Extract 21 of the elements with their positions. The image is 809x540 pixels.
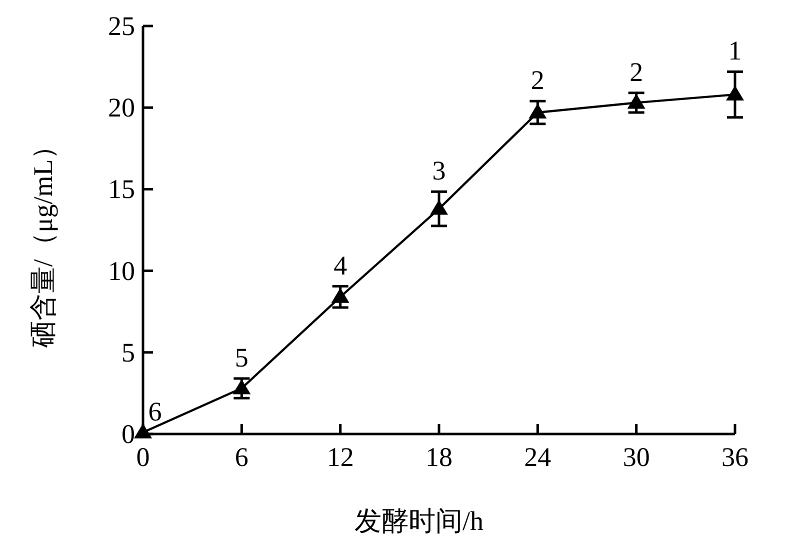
y-tick-label: 10	[108, 256, 135, 286]
x-tick-label: 6	[234, 442, 248, 472]
y-tick-label: 20	[108, 92, 135, 123]
y-tick-label: 15	[108, 174, 135, 204]
y-tick-label: 25	[108, 11, 135, 41]
annotation: 6	[148, 396, 162, 426]
y-tick-label: 5	[122, 337, 135, 368]
y-tick-label: 0	[122, 419, 135, 449]
y-axis-title: 硒含量/（μg/mL）	[28, 132, 58, 349]
x-tick-label: 18	[426, 442, 452, 472]
x-tick-label: 30	[622, 442, 650, 472]
x-tick-label: 24	[524, 442, 552, 472]
annotation: 3	[432, 156, 446, 186]
annotation: 1	[728, 36, 742, 66]
annotation: 5	[234, 342, 248, 373]
annotation: 2	[630, 56, 644, 87]
x-tick-label: 12	[326, 442, 354, 472]
annotation: 4	[334, 250, 348, 280]
x-tick-label: 36	[722, 442, 748, 472]
x-axis-title: 发酵时间/h	[354, 506, 484, 536]
annotation: 2	[530, 65, 544, 96]
